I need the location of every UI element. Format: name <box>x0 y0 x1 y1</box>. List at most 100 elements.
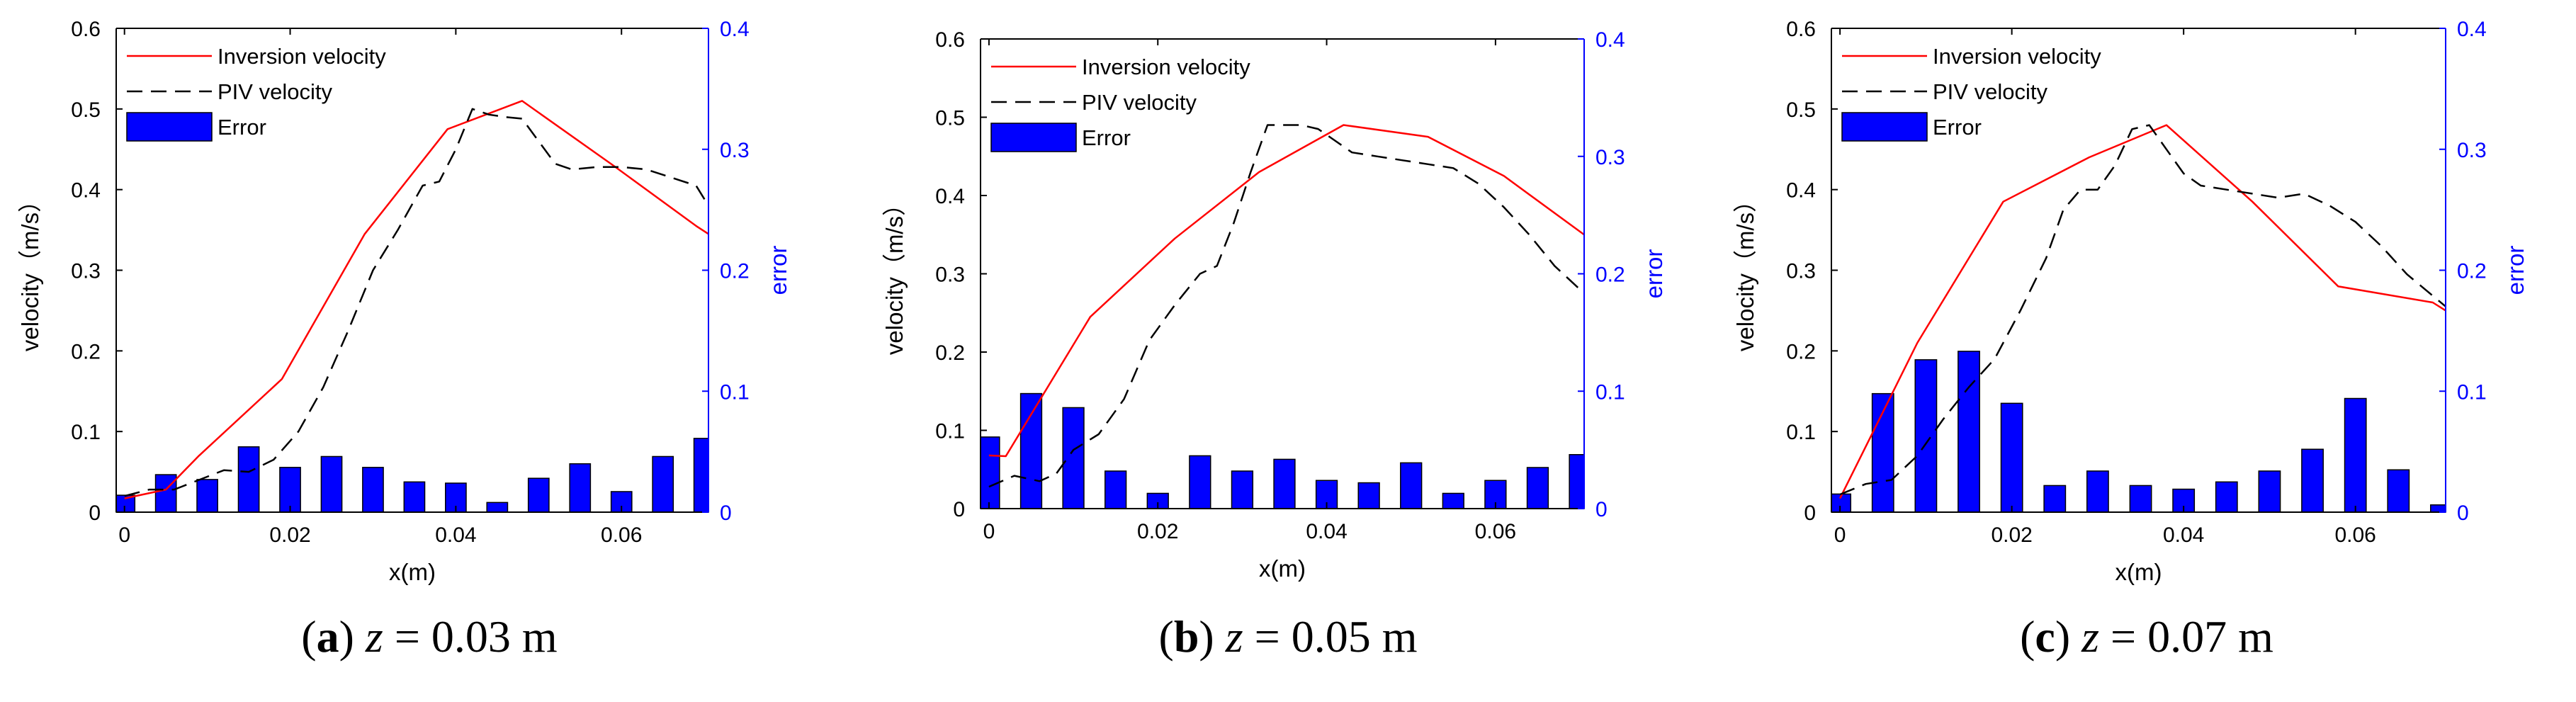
error-bar <box>1442 492 1464 509</box>
piv-velocity-line <box>988 124 1585 488</box>
error-bar <box>2215 481 2238 513</box>
error-bar <box>1105 470 1127 509</box>
error-bar <box>693 438 709 513</box>
error-bar <box>1231 470 1254 509</box>
legend-error-swatch <box>990 123 1077 152</box>
error-bar <box>1914 359 1938 513</box>
error-bar <box>1189 455 1211 509</box>
x-axis-label: x(m) <box>389 559 436 585</box>
error-bar <box>154 474 177 513</box>
x-tick-label: 0.04 <box>1306 520 1347 543</box>
legend-error-swatch <box>1841 112 1928 142</box>
y2-tick-label: 0.3 <box>2457 139 2487 162</box>
inversion-velocity-line <box>988 124 1585 458</box>
error-bar <box>2086 470 2109 513</box>
y-tick-label: 0.1 <box>935 420 965 443</box>
legend-inversion-label: Inversion velocity <box>1082 55 1250 79</box>
y2-axis-label: error <box>1641 249 1667 299</box>
y-tick-label: 0 <box>1804 502 1816 525</box>
error-bar <box>2430 504 2446 513</box>
y-axis-label: velocity（m/s） <box>881 193 908 355</box>
error-bar <box>2387 469 2410 513</box>
error-bar <box>1019 392 1043 509</box>
y2-tick-label: 0.1 <box>1595 380 1625 404</box>
x-tick-label: 0.06 <box>2334 523 2376 547</box>
y2-tick-label: 0.4 <box>1595 28 1625 52</box>
y-tick-label: 0.6 <box>935 28 965 52</box>
y-tick-label: 0.1 <box>1786 421 1816 444</box>
y2-tick-label: 0 <box>2457 502 2469 525</box>
caption-a: (a) z = 0.03 m <box>301 611 558 662</box>
y-tick-label: 0.4 <box>71 179 101 203</box>
y-tick-label: 0.2 <box>1786 340 1816 363</box>
y2-tick-label: 0.3 <box>720 139 750 162</box>
panel-a: 0 0.02 0.04 0.06 0 0.1 0.2 0.3 0.4 0.5 0.6 0 0.1 0.2 0… <box>0 0 859 702</box>
x-tick-label: 0.02 <box>269 523 310 547</box>
y2-axis-label: error <box>2502 246 2529 295</box>
error-bar <box>1062 407 1085 509</box>
legend-error-label: Error <box>1082 125 1131 150</box>
error-bar <box>320 455 343 513</box>
error-bar <box>1357 482 1380 509</box>
x-tick-label: 0 <box>983 520 995 543</box>
y-tick-label: 0.2 <box>71 340 101 363</box>
legend-inversion-label: Inversion velocity <box>1933 44 2101 69</box>
y-tick-label: 0.4 <box>935 185 965 208</box>
y-tick-label: 0 <box>89 502 101 525</box>
error-bar <box>569 463 592 513</box>
y-axis-label: velocity（m/s） <box>17 189 43 351</box>
legend-piv-label: PIV velocity <box>218 79 332 104</box>
y2-tick-label: 0.1 <box>720 380 750 404</box>
error-bar <box>2129 485 2152 513</box>
y-tick-label: 0.5 <box>935 107 965 130</box>
error-bar <box>237 446 260 513</box>
legend-piv-label: PIV velocity <box>1933 79 2047 104</box>
error-bar <box>486 502 509 513</box>
y-tick-label: 0.3 <box>1786 260 1816 283</box>
y2-tick-label: 0 <box>720 502 732 525</box>
legend-error-label: Error <box>1933 115 1982 140</box>
x-tick-label: 0.06 <box>1475 520 1516 543</box>
x-axis-label: x(m) <box>2115 559 2162 585</box>
error-bar <box>2344 397 2367 513</box>
y-tick-label: 0 <box>953 498 965 521</box>
y-tick-label: 0.6 <box>1786 18 1816 41</box>
y2-tick-label: 0.4 <box>2457 18 2487 41</box>
error-bar <box>652 455 674 513</box>
error-bar <box>403 481 426 513</box>
x-tick-label: 0 <box>1834 523 1846 547</box>
caption-b: (b) z = 0.05 m <box>1158 611 1418 662</box>
error-bar <box>1569 454 1585 509</box>
legend-error-label: Error <box>218 115 266 140</box>
y2-tick-label: 0.1 <box>2457 380 2487 404</box>
y2-tick-label: 0.4 <box>720 18 750 41</box>
y-tick-label: 0.5 <box>71 98 101 122</box>
y-tick-label: 0.4 <box>1786 179 1816 203</box>
x-tick-label: 0.02 <box>1991 523 2032 547</box>
error-bar <box>2000 402 2023 513</box>
y-tick-label: 0.1 <box>71 421 101 444</box>
error-bar <box>980 436 1000 509</box>
y2-tick-label: 0 <box>1595 498 1608 521</box>
y-tick-label: 0.3 <box>71 260 101 283</box>
error-bar <box>279 467 301 513</box>
legend-error-swatch <box>126 112 213 142</box>
error-bar <box>2301 448 2324 513</box>
x-tick-label: 0.02 <box>1137 520 1178 543</box>
error-bar <box>362 467 384 513</box>
error-bar <box>1400 462 1423 509</box>
error-bar <box>1526 467 1549 509</box>
y-axis-label: velocity（m/s） <box>1732 189 1758 351</box>
y-tick-label: 0.5 <box>1786 98 1816 122</box>
error-bar <box>527 477 550 513</box>
x-tick-label: 0.04 <box>435 523 476 547</box>
panel-c: 0 0.02 0.04 0.06 0 0.1 0.2 0.3 0.4 0.5 0.6 0 0.1 0.2 0… <box>1717 0 2576 702</box>
piv-velocity-line <box>124 108 710 497</box>
legend-inversion-label: Inversion velocity <box>218 44 386 69</box>
y2-tick-label: 0.2 <box>720 260 750 283</box>
y2-axis-label: error <box>765 246 791 295</box>
y2-tick-label: 0.2 <box>2457 260 2487 283</box>
panel-b: 0 0.02 0.04 0.06 0 0.1 0.2 0.3 0.4 0.5 0.6 0 0.1 0.2 0… <box>859 0 1717 702</box>
chart-a: 0 0.02 0.04 0.06 0 0.1 0.2 0.3 0.4 0.5 0.6 0 0.1 0.2 0… <box>17 18 791 585</box>
y-tick-label: 0.6 <box>71 18 101 41</box>
